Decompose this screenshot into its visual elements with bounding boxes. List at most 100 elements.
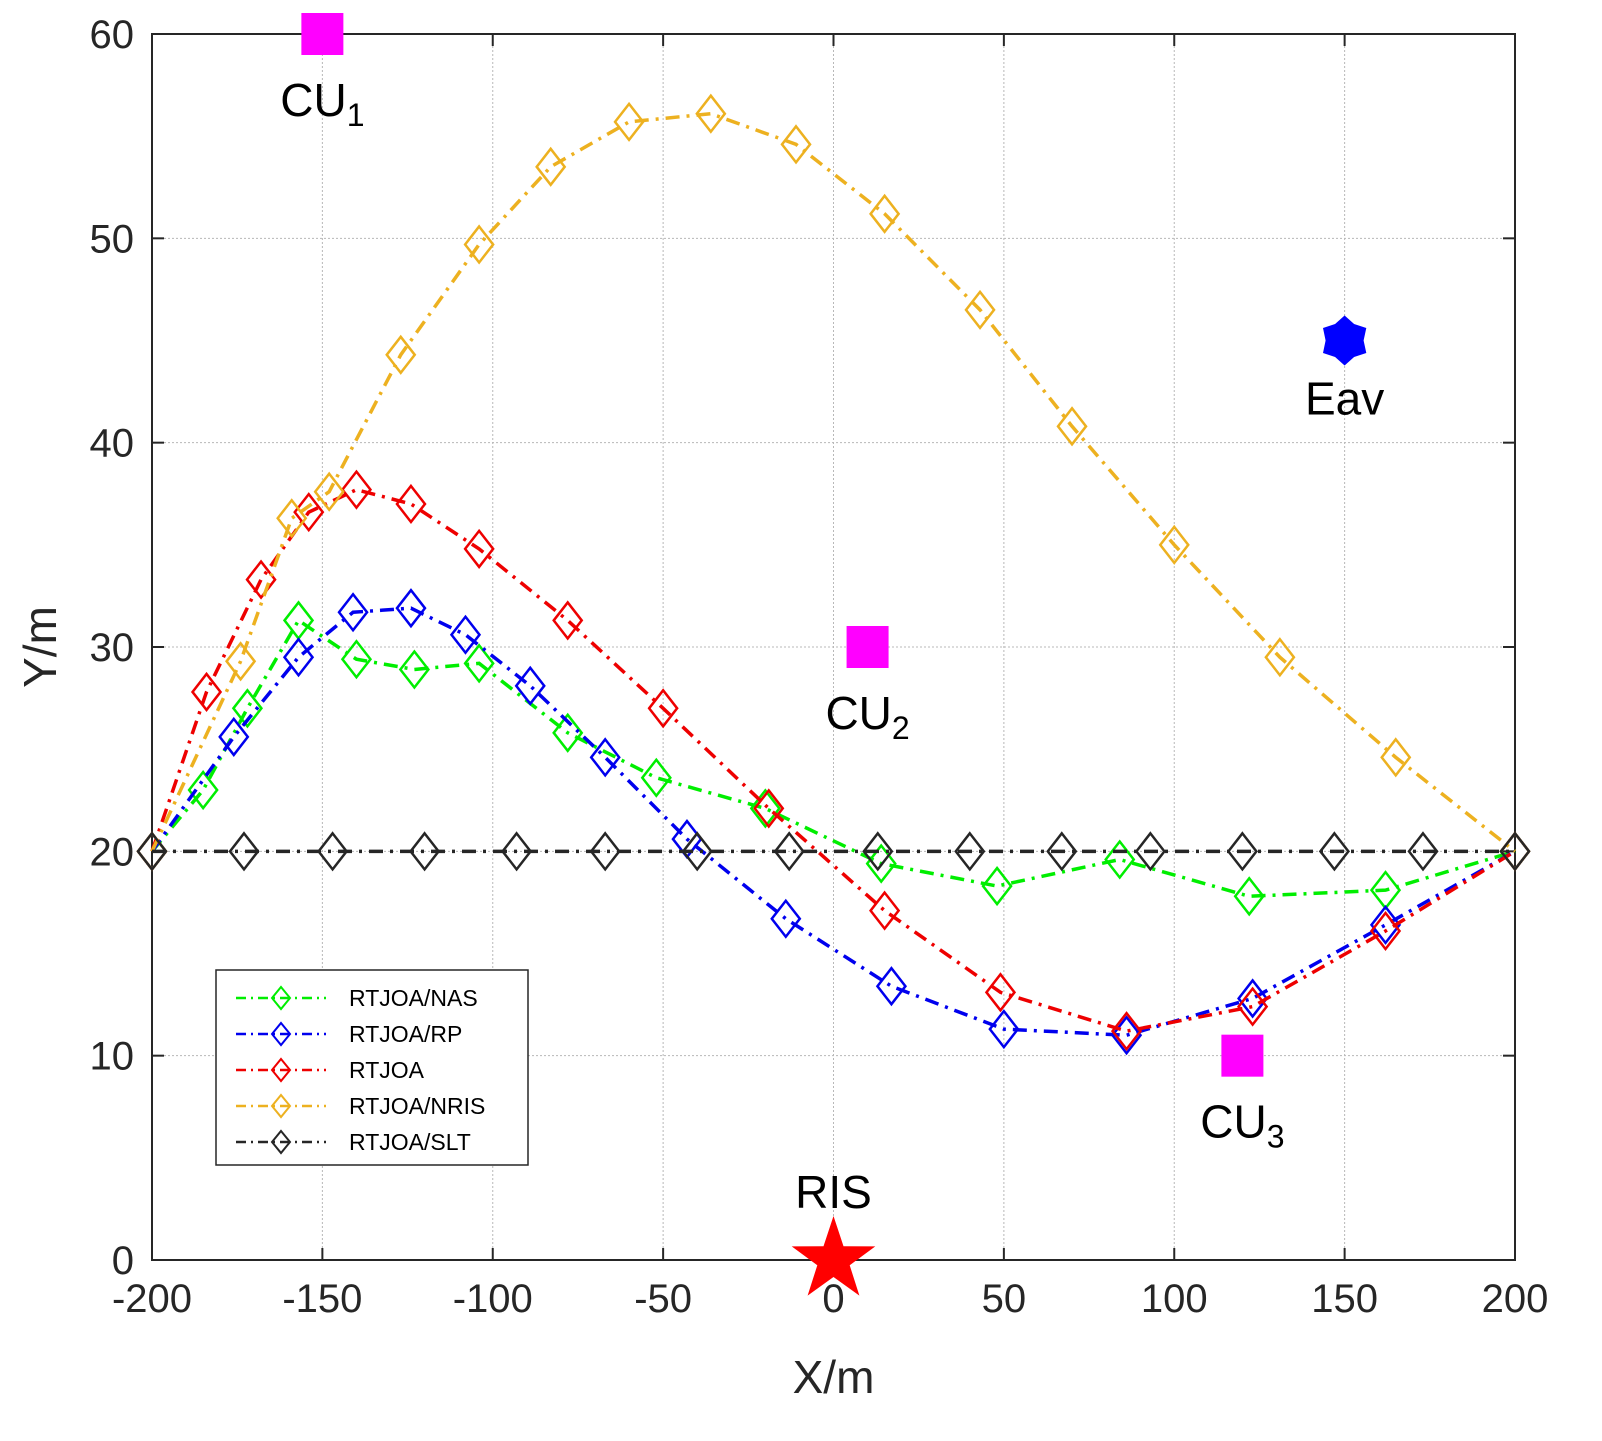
series-point <box>552 712 584 753</box>
y-tick-label: 50 <box>90 217 135 261</box>
series-point <box>1226 831 1258 872</box>
legend-label: RTJOA/SLT <box>349 1129 471 1155</box>
cu2-label: CU2 <box>825 687 909 746</box>
series-point <box>337 592 369 633</box>
series-point <box>225 641 257 682</box>
series-point <box>681 831 713 872</box>
x-axis-label: X/m <box>793 1351 875 1403</box>
y-tick-label: 40 <box>90 422 135 466</box>
series-point <box>395 588 427 629</box>
annotation-eav: Eav <box>1305 315 1384 425</box>
ris-marker <box>791 1216 876 1296</box>
series-point <box>589 737 621 778</box>
series-point <box>385 334 417 375</box>
eav-marker <box>1323 315 1367 366</box>
series-point <box>862 831 894 872</box>
series-point <box>865 843 897 884</box>
cu2-marker <box>846 626 889 668</box>
series-point <box>1369 904 1402 945</box>
series-point <box>869 193 901 234</box>
legend-label: RTJOA <box>349 1057 425 1083</box>
series-point <box>514 665 546 706</box>
cu1-marker <box>301 13 344 55</box>
series-point <box>228 831 260 872</box>
cu2-label-subscript: 2 <box>892 710 910 746</box>
series-line <box>150 617 1516 899</box>
series-point <box>1499 831 1531 872</box>
series-point <box>869 890 901 931</box>
series-point <box>589 831 621 872</box>
legend: RTJOA/NAS RTJOA/RP RTJOA RTJOA/NRIS RTJOA/SL… <box>215 969 529 1166</box>
x-tick-label: -50 <box>634 1277 692 1321</box>
series-point <box>954 831 986 872</box>
cu3-label: CU3 <box>1200 1096 1284 1155</box>
series-point <box>409 831 441 872</box>
series-point <box>1134 831 1166 872</box>
cu2-label-text: CU <box>825 687 891 739</box>
series-point <box>695 93 727 134</box>
x-tick-label: 0 <box>822 1277 844 1321</box>
eav-label: Eav <box>1305 373 1384 425</box>
legend-marker <box>270 1021 292 1047</box>
x-tick-label: 50 <box>982 1277 1027 1321</box>
series-point <box>398 649 430 690</box>
series-point <box>1407 831 1439 872</box>
series-point <box>1237 978 1269 1019</box>
annotation-cu2: CU2 <box>825 626 910 746</box>
series-point <box>770 898 802 939</box>
series-point <box>136 831 168 872</box>
series-point <box>1046 831 1078 872</box>
series-point <box>780 124 812 165</box>
series-point <box>395 483 427 525</box>
series-point <box>1056 406 1088 447</box>
ris-label: RIS <box>795 1166 872 1218</box>
x-tick-label: 150 <box>1311 1277 1378 1321</box>
series-point <box>449 614 482 655</box>
series-point <box>1110 1011 1143 1052</box>
tick-labels: -200 -150 -100 -50 0 50 100 150 200 0 10 20 30 40 50 60 <box>90 13 1549 1321</box>
series-line <box>150 487 1516 1033</box>
annotation-cu3: CU3 <box>1200 1034 1285 1155</box>
legend-entry: RTJOA/SLT <box>236 1129 471 1155</box>
series-point <box>1318 831 1350 872</box>
y-tick-label: 60 <box>90 13 135 57</box>
series-point <box>276 498 308 539</box>
series-point <box>463 643 495 684</box>
legend-marker <box>270 1057 292 1083</box>
x-tick-label: -200 <box>112 1277 192 1321</box>
cu1-label-subscript: 1 <box>347 97 365 133</box>
series-point <box>313 471 345 512</box>
series-point <box>984 972 1017 1013</box>
series-layer <box>136 93 1531 1056</box>
series-point <box>773 831 805 872</box>
series-point <box>749 788 781 829</box>
series-point <box>187 769 219 811</box>
cu1-label-text: CU <box>280 74 346 126</box>
legend-entry: RTJOA <box>236 1057 425 1083</box>
series-point <box>535 146 567 187</box>
series-point <box>1369 910 1402 952</box>
series-point <box>1380 737 1412 778</box>
x-tick-label: -100 <box>453 1277 533 1321</box>
cu1-label: CU1 <box>280 74 364 133</box>
legend-marker <box>270 985 292 1011</box>
series-point <box>463 528 495 569</box>
annotation-cu1: CU1 <box>280 13 365 133</box>
legend-marker <box>270 1093 292 1119</box>
legend-box <box>215 969 529 1166</box>
x-tick-label: -150 <box>282 1277 362 1321</box>
series-point <box>190 671 223 712</box>
cu3-marker <box>1221 1034 1264 1077</box>
series-point <box>875 966 908 1007</box>
series-point <box>1104 839 1136 880</box>
series-point <box>981 866 1013 907</box>
series-point <box>640 757 672 798</box>
series-point <box>647 688 679 729</box>
series-point <box>1237 986 1269 1027</box>
cu3-label-subscript: 3 <box>1267 1119 1285 1155</box>
series-rtjoa-slt <box>136 831 1531 872</box>
legend-label: RTJOA/RP <box>349 1021 462 1047</box>
